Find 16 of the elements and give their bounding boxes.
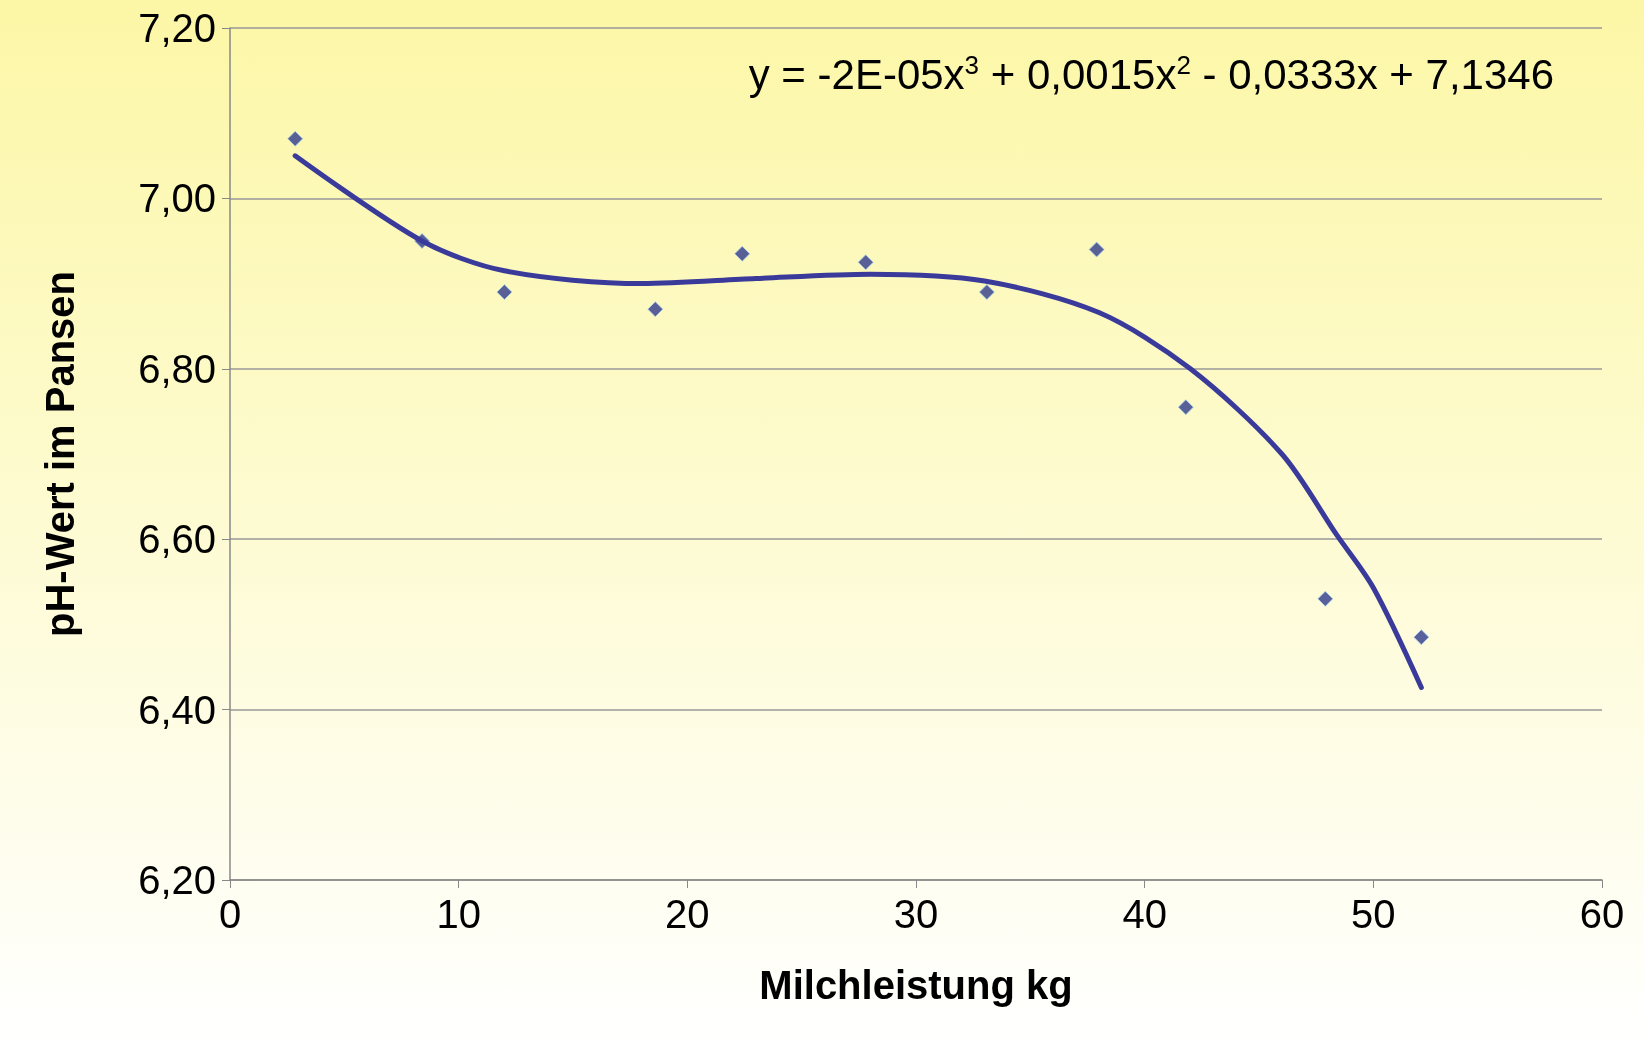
x-tick-label: 10	[436, 892, 481, 936]
x-axis-title: Milchleistung kg	[759, 963, 1073, 1007]
y-tick-label: 7,20	[138, 6, 216, 50]
y-tick-label: 6,40	[138, 687, 216, 732]
x-tick-label: 60	[1579, 892, 1625, 936]
y-tick-label: 6,80	[138, 346, 216, 391]
y-tick-label: 6,20	[138, 858, 216, 902]
y-tick-label: 7,00	[138, 176, 216, 221]
y-tick-label: 6,60	[138, 517, 216, 562]
y-axis-title: pH-Wert im Pansen	[38, 271, 82, 637]
x-tick-label: 30	[893, 892, 939, 936]
x-tick-label: 0	[218, 892, 242, 936]
x-tick-label: 20	[665, 892, 710, 936]
annotation: y = -2E-05x$^{3}$ + 0,0015x$^{2}$ - 0,0333x + 7,1346	[748, 50, 1554, 99]
x-tick-label: 40	[1122, 892, 1167, 936]
x-tick-label: 50	[1351, 892, 1396, 936]
